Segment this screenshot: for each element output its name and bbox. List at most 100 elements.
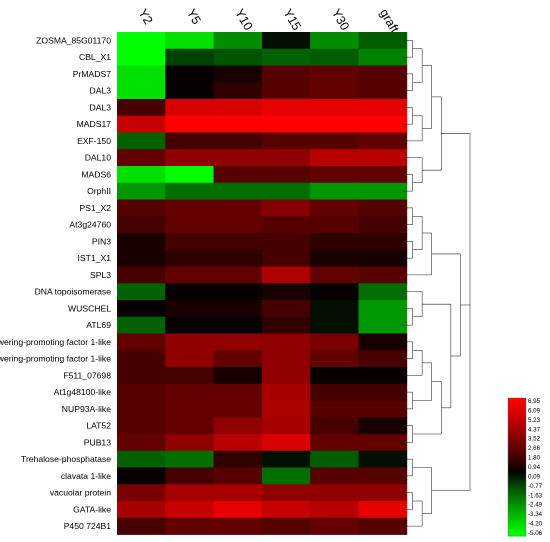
legend-swatch [508,430,526,433]
legend-swatch [508,492,526,496]
heatmap-cell [261,99,311,117]
legend-swatch [508,402,526,406]
heatmap-cell [213,216,263,234]
legend-swatch [508,404,526,408]
heatmap-cell [117,467,166,485]
row-labels: ZOSMA_85G01170 CBL_X1 PrMADS7 DAL3 DAL3 MADS1… [0,35,111,531]
row-label: P450 724B1 [64,521,112,531]
row-label: clavata 1-like [61,471,111,481]
row-label: EXF-150 [77,136,111,146]
heatmap-cell [165,484,214,502]
row-label: DAL3 [90,102,112,112]
heatmap-cell [117,216,166,234]
heatmap-cell [358,417,408,435]
legend-swatch [508,432,526,436]
heatmap-cell [310,484,359,502]
legend-swatch [508,441,526,445]
heatmap-cell [117,166,166,184]
heatmap-cell [165,333,214,351]
heatmap-cell [165,182,214,200]
heatmap-cell [310,166,359,184]
heatmap-cell [117,367,166,385]
legend-swatch [508,444,526,447]
column-label: Y5 [184,7,204,27]
column-labels: Y2 Y5 Y10 Y15 Y30 graft [136,7,402,36]
row-label: flowering-promoting factor 1-like [0,337,111,347]
heatmap-cell [358,32,408,50]
heatmap-cell [213,484,263,502]
heatmap-cell [261,484,311,502]
legend-swatch [508,501,526,505]
legend-swatch [508,473,526,477]
heatmap-cell [358,233,408,251]
legend-swatch [508,503,526,507]
legend-tick-label: -0.77 [528,483,543,490]
heatmap-cell [117,434,166,452]
heatmap-cell [310,316,359,334]
legend-swatch [508,531,526,535]
legend-swatch [508,483,526,486]
heatmap-cell [310,249,359,267]
row-label: vacuolar protein [50,488,111,498]
heatmap-cell [117,283,166,301]
legend-swatch [508,398,526,401]
heatmap-cell [117,149,166,167]
legend-tick-label: 1.80 [528,455,541,462]
legend-frame [507,397,527,537]
row-label: Trehalose-phosphatase [21,454,111,464]
legend-swatch [508,407,526,410]
legend-swatch [508,508,526,512]
heatmap-cell [310,233,359,251]
legend-swatch [508,524,526,528]
heatmap-cell [310,434,359,452]
heatmap-cell [358,48,408,66]
legend-tick-label: 0.94 [528,464,541,471]
legend-swatch [508,499,526,502]
heatmap-cell [165,417,214,435]
heatmap-cell [261,501,311,519]
heatmap-cell [213,199,263,217]
heatmap-cell [310,132,359,150]
legend-swatch [508,480,526,484]
heatmap-cell [310,300,359,318]
legend-tick-label: 0.09 [528,473,541,480]
heatmap-cell [117,65,166,83]
heatmap-cell [358,266,408,284]
heatmap-cell [213,32,263,50]
row-label: OrphII [87,186,111,196]
legend-tick-label: -4.20 [528,521,543,528]
heatmap-cell [358,383,408,401]
heatmap-cell [358,467,408,485]
row-label: ATL69 [86,320,111,330]
legend-swatch [508,446,526,450]
legend-swatch [508,439,526,443]
heatmap-cell [213,99,263,117]
heatmap-cell [213,115,263,133]
legend-swatch [508,464,526,468]
heatmap-cell [310,182,359,200]
heatmap-cell [358,82,408,100]
heatmap-cell [213,467,263,485]
heatmap-cell [358,400,408,418]
heatmap-cell [261,149,311,167]
legend-tick-label: -5.06 [528,530,543,537]
legend-swatch [508,517,526,521]
heatmap-cell [358,182,408,200]
heatmap-cell [117,501,166,519]
heatmap-cell [213,82,263,100]
heatmap-cell [358,501,408,519]
heatmap-cell [165,166,214,184]
heatmap-cell [310,115,359,133]
heatmap-cell [310,383,359,401]
heatmap-cell [165,48,214,66]
heatmap-cell [213,450,263,468]
heatmap-cell [310,501,359,519]
heatmap-cell [165,99,214,117]
legend-tick-label: 6.95 [528,398,541,405]
legend-tick-label: 3.52 [528,436,541,443]
heatmap-cell [358,199,408,217]
legend-tick-label: -1.63 [528,492,543,499]
legend-swatch [508,478,526,482]
legend-swatch [508,421,526,424]
heatmap-cell [358,166,408,184]
